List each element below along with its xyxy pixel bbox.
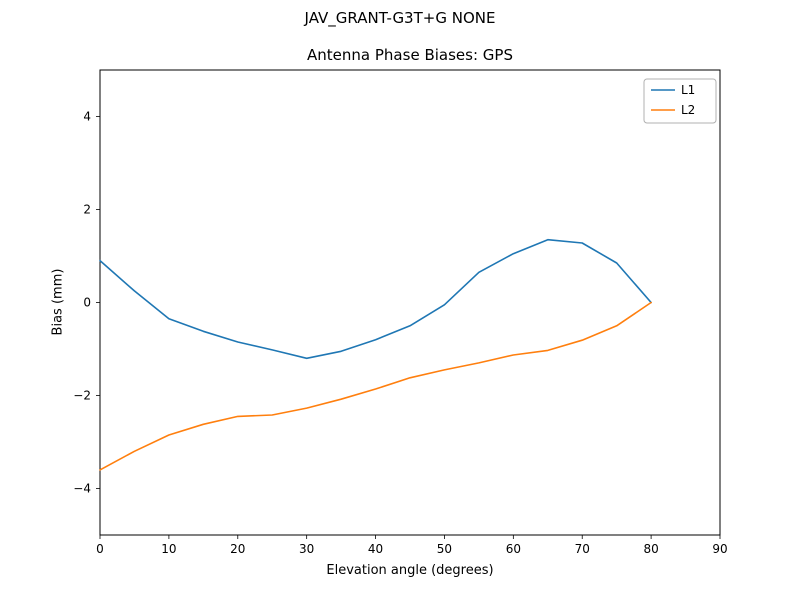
series-line-L2	[99, 301, 652, 471]
x-axis-label: Elevation angle (degrees)	[326, 563, 494, 578]
axes-frame	[99, 69, 721, 536]
legend-box	[643, 78, 717, 124]
y-tick-label: −4	[73, 482, 91, 496]
x-axis: 0 10 20 30 40 50 60 70 80 90	[96, 535, 728, 556]
x-tick-label: 0	[96, 542, 104, 556]
x-tick-label: 10	[161, 542, 176, 556]
y-axis-label: Bias (mm)	[50, 268, 66, 336]
x-tick-label: 50	[437, 542, 452, 556]
x-tick-label: 70	[575, 542, 590, 556]
x-tick-label: 30	[299, 542, 314, 556]
y-tick-label: 0	[83, 296, 91, 310]
y-tick-label: 4	[83, 110, 91, 124]
legend-label-L1: L1	[681, 83, 695, 97]
y-tick-label: −2	[73, 389, 91, 403]
x-tick-label: 60	[506, 542, 521, 556]
x-tick-label: 90	[712, 542, 727, 556]
x-tick-label: 80	[643, 542, 658, 556]
axes-title: Antenna Phase Biases: GPS	[307, 46, 513, 64]
y-axis: −4 −2 0 2 4	[73, 110, 100, 496]
series-line-L1	[99, 238, 652, 360]
x-tick-label: 20	[230, 542, 245, 556]
y-tick-label: 2	[83, 203, 91, 217]
figure-title: JAV_GRANT-G3T+G NONE	[304, 9, 496, 27]
legend-label-L2: L2	[681, 103, 695, 117]
x-tick-label: 40	[368, 542, 383, 556]
